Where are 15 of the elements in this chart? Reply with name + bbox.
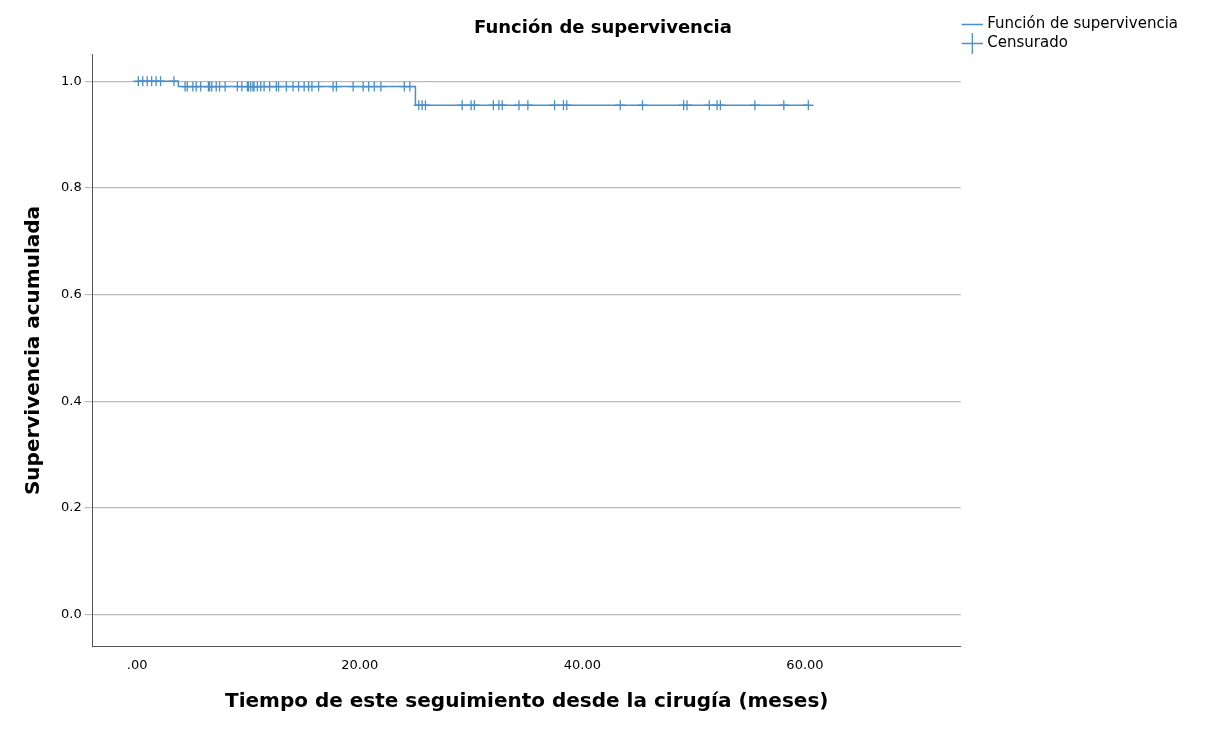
x-tick-label: .00 — [126, 656, 148, 672]
x-tick-label: 40.00 — [563, 656, 601, 672]
y-tick-label: 0.0 — [60, 605, 82, 621]
x-tick-label: 20.00 — [341, 656, 379, 672]
legend-label: Censurado — [987, 33, 1068, 52]
legend-label: Función de supervivencia — [987, 14, 1179, 33]
x-axis-title: Tiempo de este seguimiento desde la cirugía (meses) — [225, 688, 829, 713]
x-tick-label: 60.00 — [786, 656, 824, 672]
y-tick-label: 0.6 — [60, 285, 82, 301]
y-tick-label: 0.4 — [60, 392, 82, 408]
y-tick-label: 1.0 — [60, 72, 82, 88]
y-axis-title: Supervivencia acumulada — [20, 205, 45, 496]
y-tick-label: 0.8 — [60, 179, 82, 195]
y-tick-label: 0.2 — [60, 499, 82, 515]
chart-title: Función de supervivencia — [474, 16, 732, 38]
